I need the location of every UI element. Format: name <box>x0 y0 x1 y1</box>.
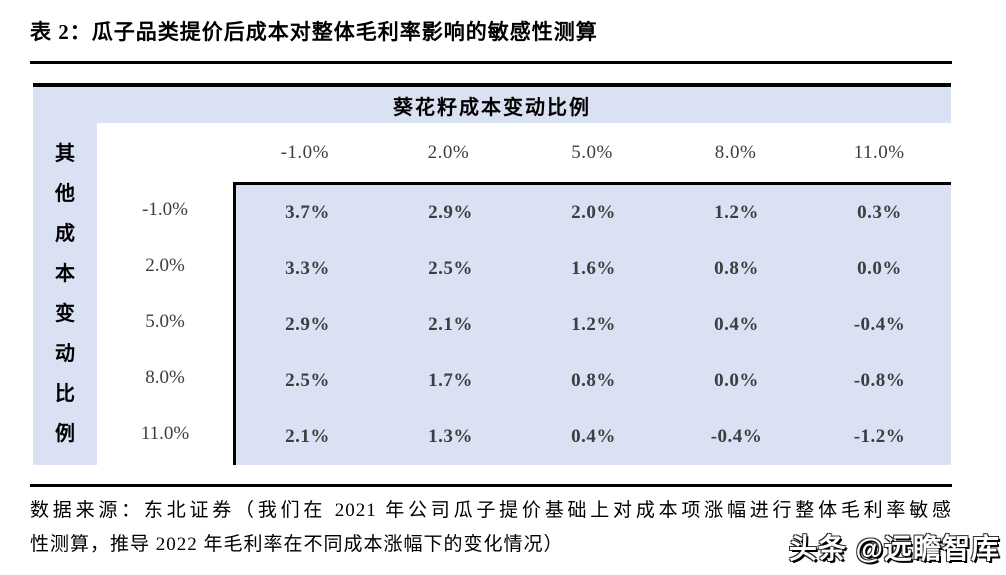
data-cell: 2.9% <box>428 202 473 223</box>
column-header: 5.0% <box>571 141 613 163</box>
column-header: -1.0% <box>280 141 329 163</box>
row-label: 11.0% <box>140 423 190 444</box>
table-row: 2.1% 1.3% 0.4% -0.4% -1.2% <box>236 409 951 465</box>
row-group-header-char: 动 <box>55 342 75 365</box>
footer-divider <box>30 484 952 487</box>
data-cell: 0.8% <box>571 370 616 391</box>
table-main: -1.0% 2.0% 5.0% 8.0% 11.0% -1.0% 2.0% 5.… <box>97 123 951 465</box>
row-group-header: 其 他 成 本 变 动 比 例 <box>33 123 97 465</box>
data-cell: 1.2% <box>714 202 759 223</box>
row-label: 2.0% <box>145 255 185 276</box>
watermark: 头条 @远瞻智库 <box>788 533 1000 564</box>
data-cell: 2.9% <box>285 314 330 335</box>
table-row: 2.5% 1.7% 0.8% 0.0% -0.8% <box>236 353 951 409</box>
column-header: 2.0% <box>427 141 470 163</box>
row-group-header-char: 其 <box>55 142 75 165</box>
data-cell: 1.7% <box>428 370 473 391</box>
title-divider <box>30 61 952 64</box>
data-cell: -0.8% <box>853 370 906 391</box>
data-cell: 3.7% <box>285 202 330 223</box>
row-group-header-char: 比 <box>55 382 75 405</box>
row-group-header-char: 本 <box>55 262 75 285</box>
data-cell: 2.1% <box>428 314 473 335</box>
data-cell: 0.4% <box>571 426 616 447</box>
source-note-line2: 性测算，推导 2022 年毛利率在不同成本涨幅下的变化情况） <box>30 534 564 555</box>
data-cell: -1.2% <box>853 426 906 447</box>
data-cell: 1.2% <box>571 314 616 335</box>
data-cell: 0.4% <box>714 314 759 335</box>
data-cell: 2.5% <box>428 258 473 279</box>
column-group-header: 葵花籽成本变动比例 <box>33 83 951 123</box>
data-cell: 2.0% <box>571 202 616 223</box>
column-headers: -1.0% 2.0% 5.0% 8.0% 11.0% <box>233 142 951 164</box>
source-note: 数据来源：东北证券（我们在 2021 年公司瓜子提价基础上对成本项涨幅进行整体毛… <box>30 494 952 562</box>
data-cell: 0.0% <box>857 258 902 279</box>
data-cell: 2.1% <box>285 426 330 447</box>
data-cell: 3.3% <box>285 258 330 279</box>
row-group-header-char: 例 <box>55 422 75 445</box>
data-section: -1.0% 2.0% 5.0% 8.0% 11.0% 3.7% 2.9% 2.0… <box>97 182 951 465</box>
data-cell: 1.6% <box>571 258 616 279</box>
table-row: 2.9% 2.1% 1.2% 0.4% -0.4% <box>236 297 951 353</box>
column-header: 8.0% <box>714 141 757 163</box>
source-note-line1: 数据来源：东北证券（我们在 2021 年公司瓜子提价基础上对成本项涨幅进行整体毛… <box>30 500 952 521</box>
table-row: 3.3% 2.5% 1.6% 0.8% 0.0% <box>236 241 951 297</box>
data-cell: 1.3% <box>428 426 473 447</box>
table-body: 其 他 成 本 变 动 比 例 -1.0% 2.0% 5.0% 8.0% <box>33 123 951 465</box>
row-label: -1.0% <box>142 199 188 220</box>
data-cell: 0.8% <box>714 258 759 279</box>
data-cell: -0.4% <box>710 426 763 447</box>
sensitivity-table: 葵花籽成本变动比例 其 他 成 本 变 动 比 例 -1.0% 2.0% 5.0 <box>33 83 951 465</box>
page-title: 表 2：瓜子品类提价后成本对整体毛利率影响的敏感性测算 <box>30 20 598 44</box>
data-cell: 2.5% <box>285 370 330 391</box>
row-group-header-char: 他 <box>55 182 75 205</box>
column-header: 11.0% <box>853 141 905 163</box>
table-row: 3.7% 2.9% 2.0% 1.2% 0.3% <box>236 185 951 241</box>
row-labels: -1.0% 2.0% 5.0% 8.0% 11.0% <box>97 182 233 465</box>
data-cell: -0.4% <box>853 314 906 335</box>
row-label: 8.0% <box>145 367 185 388</box>
data-cell: 0.3% <box>857 202 902 223</box>
data-cell: 0.0% <box>714 370 759 391</box>
data-matrix: 3.7% 2.9% 2.0% 1.2% 0.3% 3.3% 2.5% 1.6% … <box>233 182 951 465</box>
row-label: 5.0% <box>145 311 185 332</box>
column-header-row: -1.0% 2.0% 5.0% 8.0% 11.0% <box>97 123 951 182</box>
row-group-header-char: 变 <box>55 302 75 325</box>
row-group-header-char: 成 <box>55 222 75 245</box>
